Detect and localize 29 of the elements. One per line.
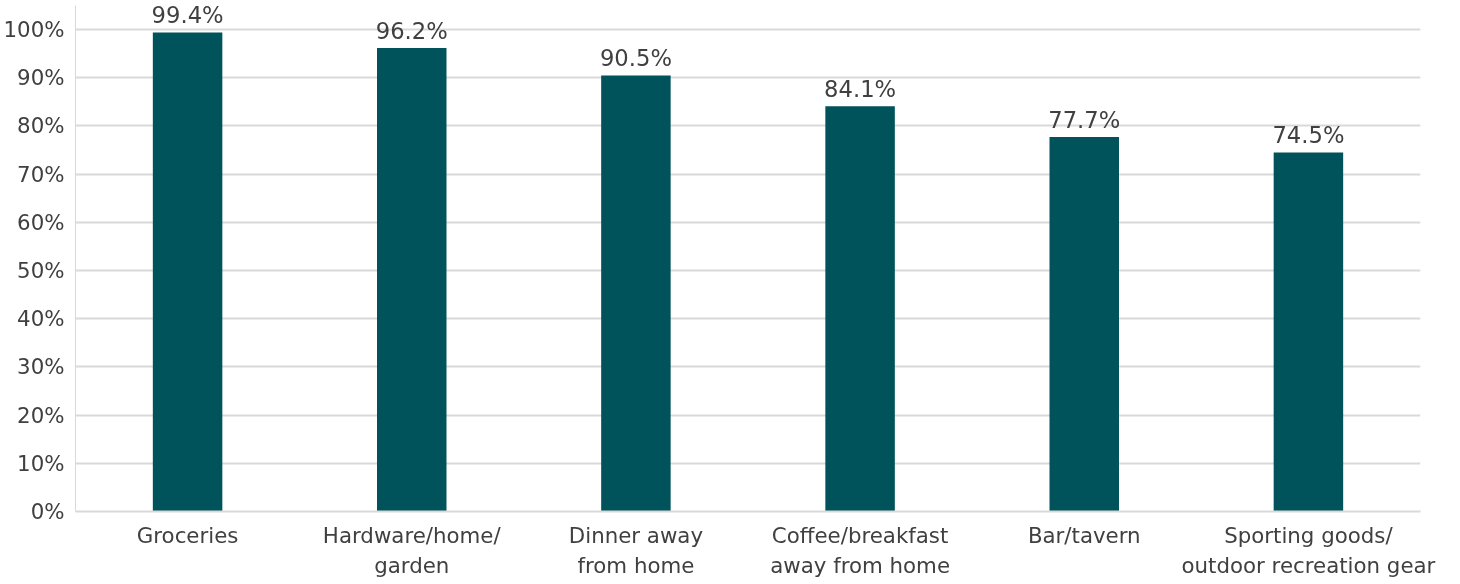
y-tick-label: 90% xyxy=(17,65,65,91)
y-tick-label: 60% xyxy=(17,209,65,235)
bar xyxy=(825,106,895,512)
bar xyxy=(601,75,671,512)
data-label: 90.5% xyxy=(599,45,672,72)
y-tick-label: 80% xyxy=(17,113,65,139)
x-tick-label: Sporting goods/ outdoor recreation gear xyxy=(1181,522,1436,578)
y-tick-label: 100% xyxy=(3,17,65,43)
x-tick-label: Dinner away from home xyxy=(568,522,704,578)
x-tick-label: Bar/tavern xyxy=(1027,522,1141,548)
y-tick-label: 10% xyxy=(17,450,65,476)
y-tick-label: 50% xyxy=(17,258,65,284)
x-tick-label: Coffee/breakfast away from home xyxy=(770,522,951,578)
bar xyxy=(152,32,223,512)
x-tick-label: Hardware/home/ garden xyxy=(322,522,502,578)
data-label: 96.2% xyxy=(375,17,448,44)
y-tick-label: 0% xyxy=(30,499,65,524)
y-tick-label: 20% xyxy=(17,402,65,428)
y-tick-label: 40% xyxy=(17,306,65,332)
data-label: 84.1% xyxy=(824,76,897,103)
data-label: 77.7% xyxy=(1048,107,1121,134)
y-tick-label: 70% xyxy=(17,161,65,187)
bar xyxy=(1273,152,1344,512)
data-label: 74.5% xyxy=(1272,122,1345,149)
data-label: 99.4% xyxy=(151,2,224,29)
x-tick-label: Groceries xyxy=(136,522,239,548)
bar xyxy=(377,47,447,512)
y-tick-label: 30% xyxy=(17,354,65,380)
bar xyxy=(1049,137,1119,512)
